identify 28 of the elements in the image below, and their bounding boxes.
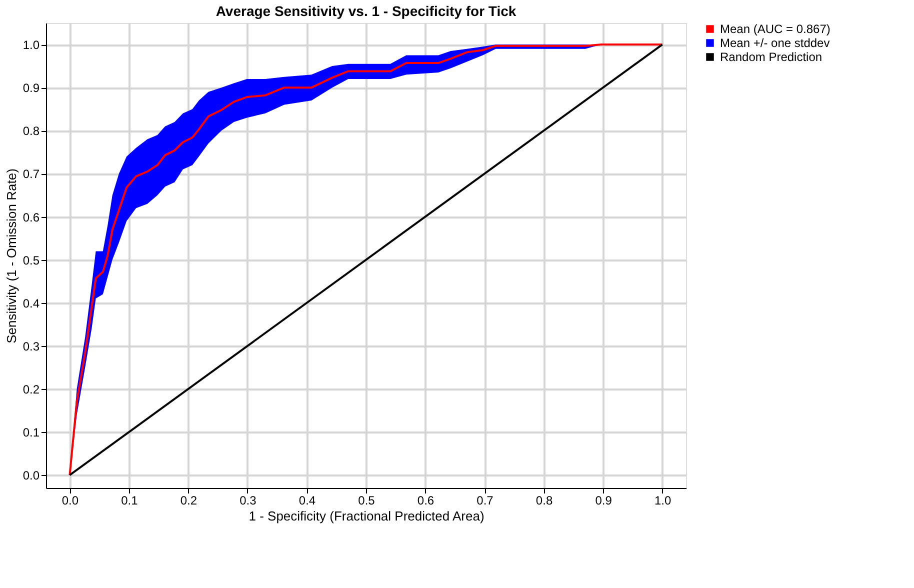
y-tick-label: 0.6 xyxy=(22,210,40,224)
y-tick-label: 0.3 xyxy=(22,339,40,354)
x-tick-label: 0.8 xyxy=(536,494,553,508)
y-tick-label: 0.2 xyxy=(22,382,40,396)
y-tick-label: 0.7 xyxy=(22,167,40,182)
y-tick-label: 0.5 xyxy=(22,253,40,268)
y-tick-label: 0.0 xyxy=(22,468,40,483)
y-tick-label: 0.4 xyxy=(22,296,40,310)
y-tick-label: 0.1 xyxy=(22,426,40,440)
x-tick-label: 0.7 xyxy=(476,494,494,508)
x-tick-label: 0.4 xyxy=(298,494,316,508)
y-axis-title: Sensitivity (1 - Omission Rate) xyxy=(4,168,19,344)
y-tick-label: 0.8 xyxy=(22,124,40,138)
y-tick-label: 1.0 xyxy=(22,38,40,52)
x-tick-label: 0.1 xyxy=(121,494,138,508)
x-tick-label: 0.2 xyxy=(180,494,198,508)
y-tick-label: 0.9 xyxy=(22,81,40,96)
x-tick-label: 0.5 xyxy=(358,494,376,508)
x-tick-label: 1.0 xyxy=(654,494,672,508)
x-tick-label: 0.6 xyxy=(417,494,434,508)
x-tick-label: 0.3 xyxy=(240,494,257,508)
legend-label: Mean (AUC = 0.867) xyxy=(720,22,830,36)
x-tick-label: 0.0 xyxy=(62,494,79,508)
x-axis-title: 1 - Specificity (Fractional Predicted Area) xyxy=(248,508,484,524)
x-tick-label: 0.9 xyxy=(595,494,612,508)
legend-label: Mean +/- one stddev xyxy=(720,36,830,50)
legend-label: Random Prediction xyxy=(720,50,822,64)
chart-title: Average Sensitivity vs. 1 - Specificity for Tick xyxy=(216,3,516,19)
